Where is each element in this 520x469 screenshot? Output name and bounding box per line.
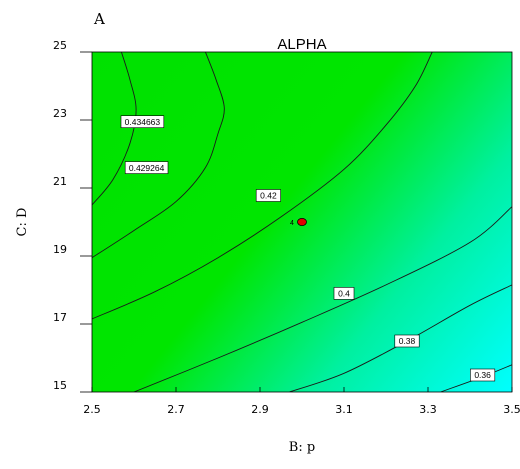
svg-text:0.429264: 0.429264 <box>129 163 165 173</box>
y-tick-label-0: 15 <box>53 379 67 392</box>
plot-frame <box>91 51 513 393</box>
contour-line-1 <box>92 52 225 259</box>
x-axis-ticks: 2.5 2.7 2.9 3.1 3.3 3.5 <box>83 387 520 416</box>
y-tick-label-3: 21 <box>53 175 67 188</box>
svg-text:0.434663: 0.434663 <box>125 117 161 127</box>
design-point-label: 4 <box>290 220 294 227</box>
y-axis-ticks: 15 17 19 21 23 25 <box>53 39 92 393</box>
contour-line-3 <box>133 206 512 392</box>
svg-text:0.42: 0.42 <box>260 191 277 201</box>
contour-label-3: 0.4 <box>333 287 355 300</box>
x-tick-label-4: 3.3 <box>419 403 437 416</box>
contour-label-layer: 0.434663 0.429264 0.42 0.4 0.38 0.36 <box>120 115 496 382</box>
y-tick-label-1: 17 <box>53 311 67 324</box>
x-tick-label-2: 2.9 <box>251 403 269 416</box>
svg-text:0.4: 0.4 <box>338 289 350 299</box>
y-axis-label: C: D <box>15 208 30 237</box>
x-tick-label-1: 2.7 <box>167 403 185 416</box>
chart-title: ALPHA <box>277 36 326 53</box>
x-axis-label: B: p <box>289 440 315 455</box>
x-tick-label-3: 3.1 <box>335 403 353 416</box>
panel-label: A <box>93 10 105 28</box>
design-point-marker <box>297 217 307 226</box>
contour-label-5: 0.36 <box>470 368 496 382</box>
svg-text:0.36: 0.36 <box>474 370 491 380</box>
contour-label-2: 0.42 <box>255 189 281 202</box>
y-tick-label-4: 23 <box>53 107 67 120</box>
x-tick-label-0: 2.5 <box>83 403 101 416</box>
contour-label-1: 0.429264 <box>124 161 169 174</box>
contour-label-0: 0.434663 <box>120 115 165 128</box>
design-point-layer: 4 <box>290 217 307 227</box>
contour-layer <box>92 52 512 392</box>
y-tick-label-5: 25 <box>53 39 67 52</box>
contour-label-4: 0.38 <box>394 334 420 348</box>
contour-line-2 <box>92 52 433 320</box>
svg-text:0.38: 0.38 <box>399 336 416 346</box>
x-tick-label-5: 3.5 <box>503 403 520 416</box>
y-tick-label-2: 19 <box>53 243 67 256</box>
